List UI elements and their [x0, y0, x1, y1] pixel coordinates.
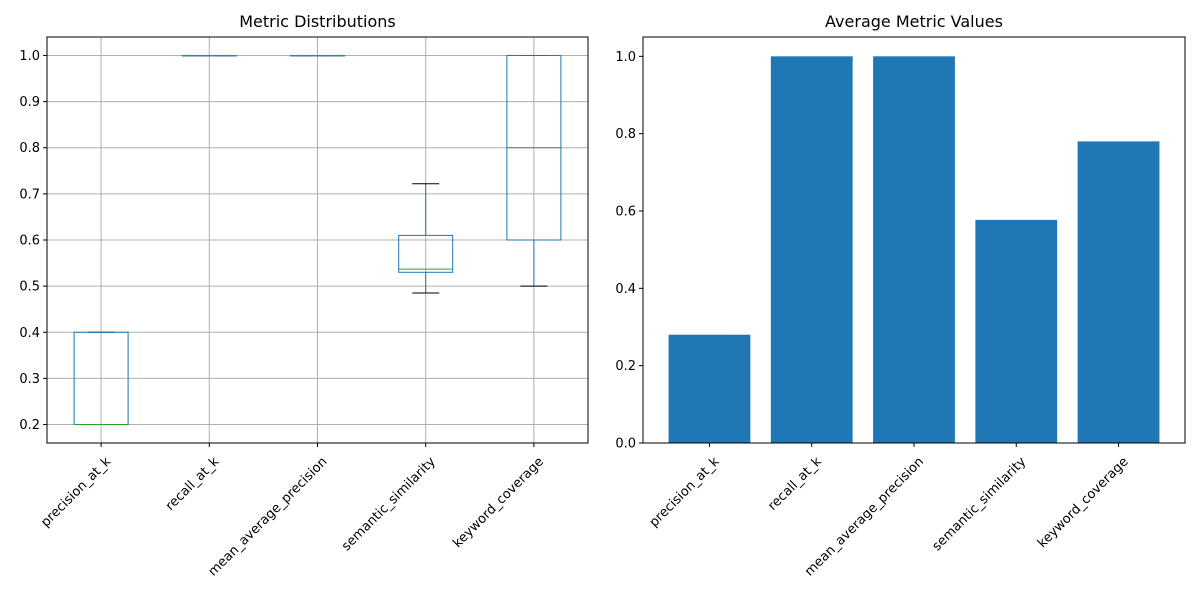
box-xtick-label: semantic_similarity: [339, 454, 439, 554]
box-ytick-label: 1.0: [19, 49, 40, 64]
box-ytick-label: 0.3: [19, 372, 40, 387]
box-semantic_similarity: [398, 183, 454, 294]
box-xtick-label: precision_at_k: [38, 454, 114, 530]
bar-mean_average_precision: [873, 56, 955, 443]
bar-xtick-label: precision_at_k: [647, 454, 723, 530]
box-xtick-label: keyword_coverage: [450, 454, 547, 551]
bar-marks: [668, 56, 1160, 443]
bar-xtick-label: mean_average_precision: [802, 454, 927, 579]
box-ytick-label: 0.7: [19, 187, 40, 202]
bar-recall_at_k: [770, 56, 853, 443]
box-ytick-label: 0.8: [19, 141, 40, 156]
bar-chart: Average Metric Values 0.0 0.2 0.4 0.6 0.8 1.0…: [615, 12, 1186, 579]
box-chart-title: Metric Distributions: [239, 12, 396, 31]
bar-ytick-label: 0.8: [615, 127, 636, 142]
box-plot-chart: Metric Distributions 0.20.30.40.50.60.70…: [19, 12, 589, 579]
box-ytick-label: 0.9: [19, 95, 40, 110]
box-ytick-label: 0.2: [19, 418, 40, 433]
box-xtick-label: mean_average_precision: [206, 454, 331, 579]
box-ytick-label: 0.5: [19, 280, 40, 295]
bar-y-axis: 0.0 0.2 0.4 0.6 0.8 1.0: [615, 50, 643, 452]
box-xtick-label: recall_at_k: [163, 454, 223, 514]
box-ytick-label: 0.4: [19, 326, 40, 341]
bar-ytick-label: 0.0: [615, 437, 636, 452]
box-recall_at_k: [181, 54, 237, 57]
box-ytick-label: 0.6: [19, 234, 40, 249]
bar-ytick-label: 1.0: [615, 50, 636, 65]
bar-xtick-label: recall_at_k: [765, 454, 825, 514]
bar-ytick-label: 0.2: [615, 359, 636, 374]
bar-precision_at_k: [668, 334, 751, 443]
bar-semantic_similarity: [975, 219, 1058, 443]
iqr-box: [398, 234, 454, 273]
bar-xtick-label: keyword_coverage: [1035, 454, 1132, 551]
box-marks: [73, 54, 562, 426]
box-keyword_coverage: [506, 54, 562, 287]
bar-xtick-label: semantic_similarity: [930, 454, 1030, 554]
bar-x-axis: precision_at_k recall_at_kmean_average_pr…: [647, 443, 1132, 579]
bar-keyword_coverage: [1077, 141, 1160, 443]
box-y-axis: 0.2 0.3 0.4 0.5 0.6 0.7 0.8 0.9 1.0: [19, 49, 47, 433]
bar-ytick-label: 0.4: [615, 282, 636, 297]
box-x-axis: precision_at_k recall_at_kmean_average_pr…: [38, 443, 547, 579]
bar-ytick-label: 0.6: [615, 205, 636, 220]
box-precision_at_k: [73, 331, 129, 426]
box-mean_average_precision: [290, 54, 345, 57]
bar-chart-title: Average Metric Values: [825, 12, 1003, 31]
